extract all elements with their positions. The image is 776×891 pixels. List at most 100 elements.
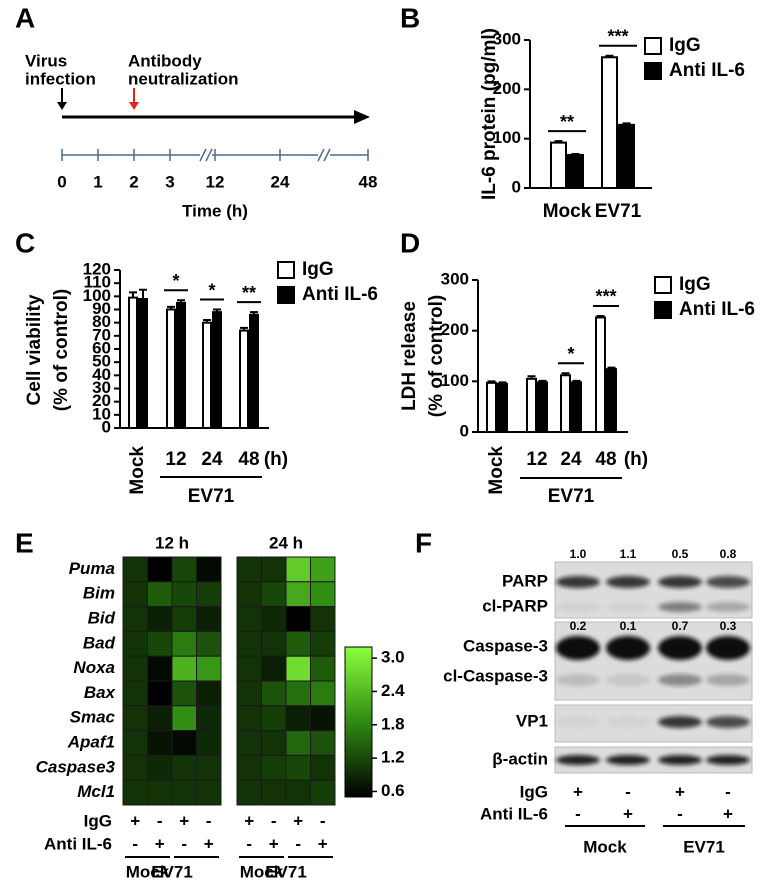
legend-label: Anti IL-6 [302,284,378,305]
heatmap-cell [171,581,197,608]
x-axis-label: Time (h) [182,201,248,220]
error-bar [129,291,137,298]
block-title: 24 h [269,533,303,552]
y-tick-label: 110 [84,273,111,292]
y-tick-label: 50 [92,352,111,371]
heatmap-cell [171,680,197,707]
legend-swatch [644,37,662,55]
blot-band [706,636,750,660]
y-tick-label: 100 [83,286,111,305]
bar [550,141,567,189]
sign: - [132,834,138,853]
bar [202,321,212,429]
blot-band [706,674,750,686]
axis-break [205,148,213,162]
heatmap-cell [285,680,311,707]
bar [138,297,148,430]
quantification: 1.1 [620,547,637,561]
y-tick-label: 200 [493,79,521,98]
group-label: EV71 [151,862,193,881]
heatmap-cell [147,705,173,732]
band-label: β-actin [492,749,548,768]
legend-label: IgG [679,274,711,295]
error-bar [213,308,221,313]
y-tick-label: 0 [460,421,469,440]
tick-label: 0 [57,172,66,191]
row-label: Bad [83,633,116,652]
blot-band [556,602,600,612]
blot-band [606,636,650,660]
heatmap-cell [196,556,222,583]
heatmap-cell [147,630,173,657]
heatmap-cell [310,606,336,632]
sign: + [318,834,328,853]
y-tick-label: 60 [92,338,111,357]
event-label: Virus [25,51,67,70]
heatmap-cell [171,705,197,732]
row-label: Noxa [73,658,115,677]
blot-band [706,755,750,765]
blot-band [658,576,702,588]
error-bar [250,311,258,315]
error-bar [203,319,211,323]
legend-swatch [654,301,672,319]
heatmap-cell [171,630,197,657]
x-tick-label: Mock [127,446,148,495]
sign: + [155,834,165,853]
heatmap-cell [261,705,287,732]
x-unit-label: (h) [624,449,648,470]
event-label: neutralization [128,69,239,88]
heatmap-cell [236,705,262,732]
error-bar [596,314,605,318]
significance-label: ** [242,283,256,303]
legend-swatch [654,276,672,294]
band-label: cl-Caspase-3 [443,666,548,685]
blot-band [606,576,650,588]
blot-band [706,716,750,728]
heatmap-cell [171,779,197,806]
heatmap-cell [236,655,262,682]
row-label: Puma [69,559,115,578]
condition-label: Anti IL-6 [44,834,112,853]
blot-band [606,674,650,686]
x-unit-label: (h) [264,449,288,470]
condition-label: Anti IL-6 [480,804,548,823]
event-arrow-head [129,102,139,110]
bar [606,368,617,434]
heatmap-cell [196,581,222,608]
sign: - [246,834,252,853]
y-tick-label: 30 [92,378,111,397]
heatmap-cell [236,581,262,608]
quantification: 0.2 [570,619,587,633]
legend-label: IgG [302,259,334,280]
y-axis-label: Cell viability [24,294,45,405]
heatmap-cell [285,630,311,657]
significance-label: * [172,271,179,291]
y-axis-label: IL-6 protein (pg/ml) [479,28,500,200]
heatmap-cell [285,606,311,632]
panel-letter: A [15,2,35,33]
quantification: 1.0 [570,547,587,561]
group-label: EV71 [188,486,235,507]
panel-letter: B [400,2,420,33]
heatmap-cell [236,779,262,806]
error-bar [605,54,614,58]
y-tick-label: 10 [92,404,111,423]
heatmap-cell [236,556,262,583]
y-tick-label: 70 [92,325,111,344]
blot-band [606,755,650,765]
bar [571,381,582,434]
sign: - [181,834,187,853]
blot-band [556,636,600,660]
error-bar [572,379,581,383]
legend-label: IgG [669,35,701,56]
heatmap-cell [261,779,287,806]
blot-band [556,674,600,686]
heatmap-cell [261,680,287,707]
x-tick-label: 12 [165,449,186,470]
sign: + [204,834,214,853]
sign: - [575,804,581,823]
heatmap-cell [310,680,336,707]
significance-label: * [208,280,215,300]
heatmap-cell [122,779,148,806]
